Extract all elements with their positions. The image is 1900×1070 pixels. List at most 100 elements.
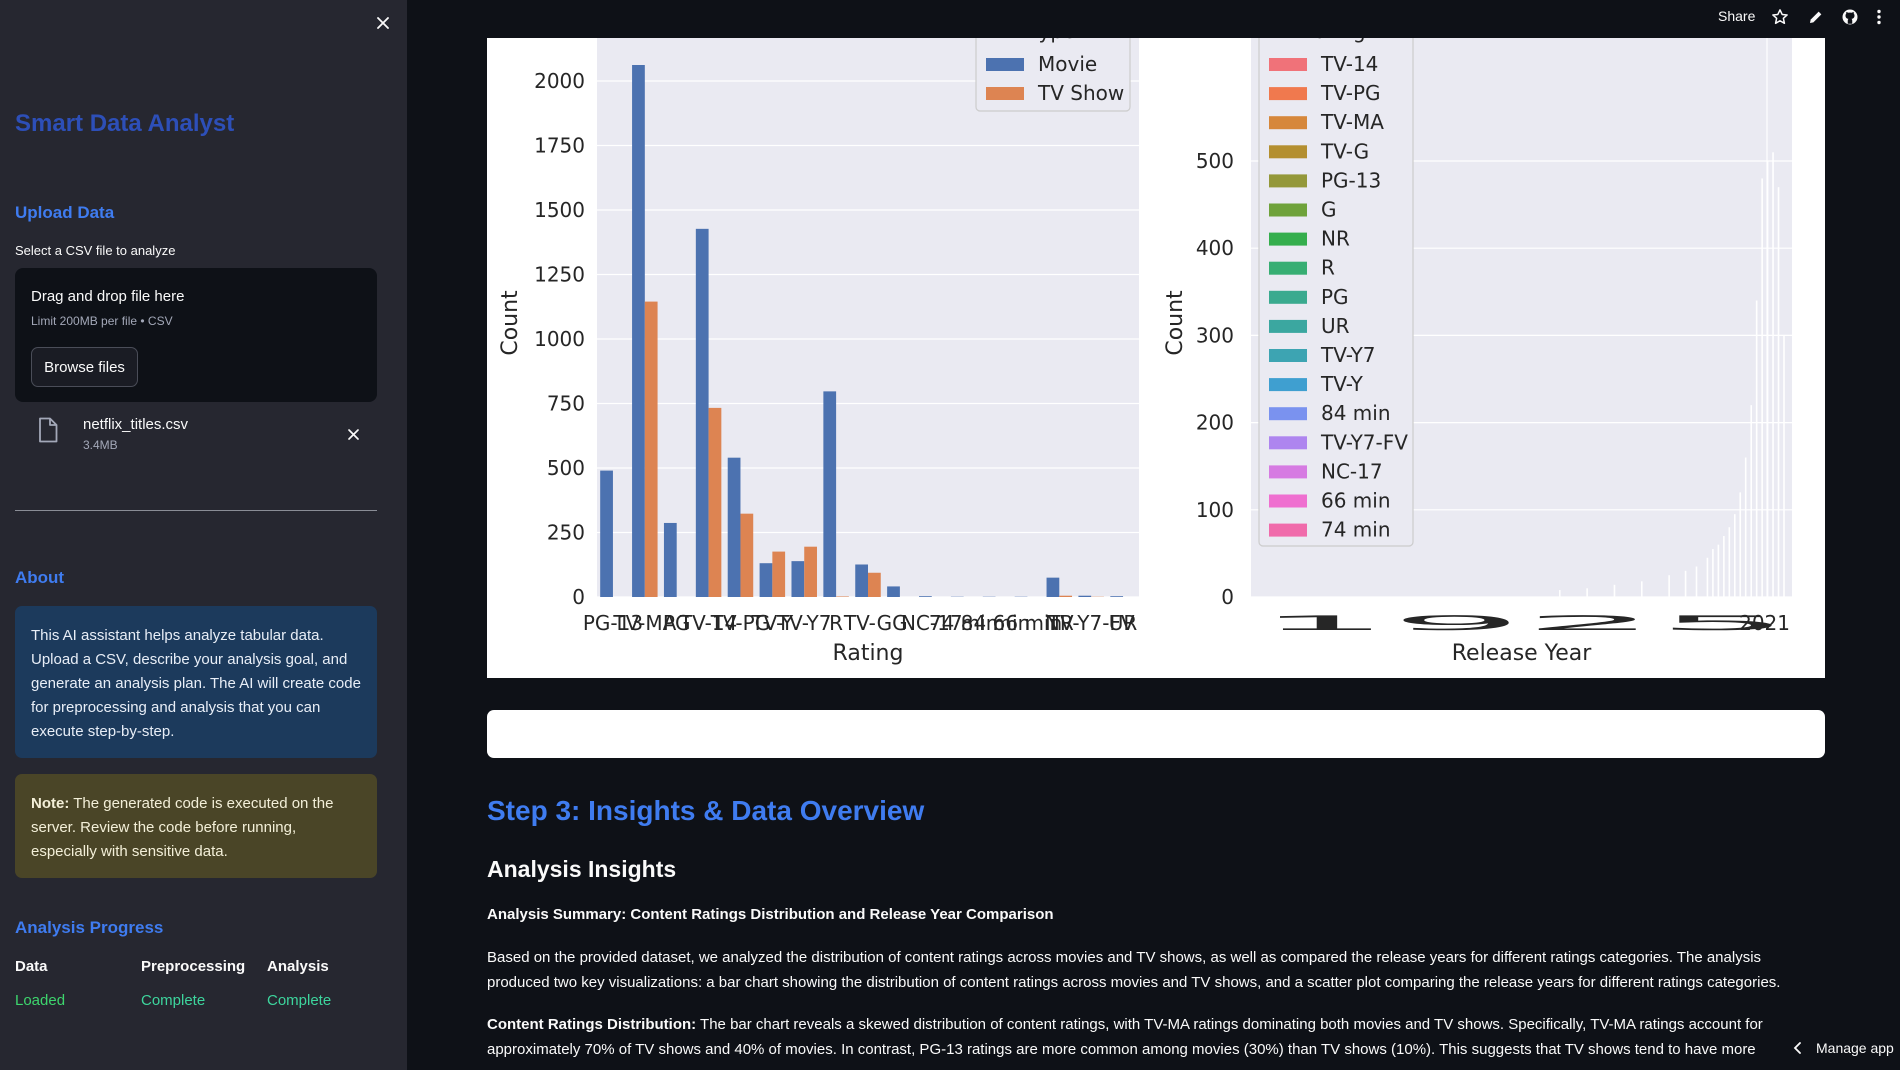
chart2-legend-swatch [1269,290,1307,304]
chart1-bar [772,551,786,597]
file-name: netflix_titles.csv [83,416,189,433]
top-header: Share [407,0,1900,34]
chart2-legend-swatch [1269,87,1307,101]
chart2-bar [1706,557,1709,597]
chart1-bar [708,407,722,597]
chart1-y-tick-label: 1500 [534,198,585,222]
close-icon [377,17,389,29]
progress-status: Complete [141,992,206,1009]
chart1-x-tick-label: 66 min [993,611,1063,635]
chart1-bar [663,522,677,597]
chart2-legend-label: TV-14 [1320,52,1378,76]
chart2-legend-swatch [1269,407,1307,421]
remove-file-button[interactable] [341,422,365,446]
chart1-x-tick-label: UR [1109,611,1138,635]
manage-app-label: Manage app [1816,1040,1894,1056]
chart2-legend-swatch [1269,116,1307,130]
chart1-bar [868,572,881,597]
progress-data: Data Loaded [15,958,65,1009]
note-label: Note: [31,795,70,812]
chart1-x-tick-label: TV-Y7 [776,611,832,635]
manage-app-button[interactable]: Manage app [1780,1034,1900,1062]
chart2-legend-swatch [1269,261,1307,275]
file-icon [39,417,58,443]
chart1-legend-title: type [1031,38,1076,43]
file-size: 3.4MB [83,438,118,452]
chart2-bar [1777,187,1780,597]
progress-label: Data [15,958,48,975]
progress-preprocessing: Preprocessing Complete [141,958,246,1009]
chart2-bar [1717,544,1720,597]
chart2-legend-label: PG-13 [1321,168,1381,192]
chart2-legend-title: rating [1306,38,1365,43]
chart1-y-tick-label: 250 [547,521,585,545]
chart2-y-tick-label: 200 [1196,411,1234,435]
chart2-legend-label: TV-MA [1320,110,1384,134]
chart1-y-tick-label: 750 [547,392,585,416]
chart1-x-tick-label: TV-PG [710,611,771,635]
chart2-bar [1613,584,1616,597]
chart1-bar [695,228,709,598]
chart1-bar [919,596,932,597]
chart2-bar [1783,335,1785,597]
chart2-legend-swatch [1269,494,1307,508]
star-button[interactable] [1770,7,1790,27]
chart2-legend-label: PG [1321,285,1349,309]
chart1-y-axis-label: Count [498,290,523,356]
chart2-legend-swatch [1269,349,1307,362]
chart1-x-tick-label: NC-17 [901,611,963,635]
chart1-bar [740,513,754,597]
chart2-bar [1712,549,1714,597]
chart2-legend-swatch [1269,232,1307,246]
chart1-y-tick-label: 0 [572,585,585,609]
edit-button[interactable] [1806,7,1826,27]
charts-svg: 025050075010001250150017502000PG-13TV-MA… [498,19,1792,666]
chart2-bar [1761,178,1763,597]
chart2-y-tick-label: 500 [1196,149,1234,173]
ratings-label: Content Ratings Distribution: [487,1016,697,1033]
chart1-x-axis-label: Rating [833,641,904,666]
star-icon [1772,9,1788,25]
file-dropzone[interactable]: Drag and drop file here Limit 200MB per … [15,268,377,402]
chart1-bar [1046,577,1060,597]
step-heading: Step 3: Insights & Data Overview [487,795,925,826]
ratings-text: The bar chart reveals a skewed distribut… [487,1016,1763,1058]
chart1-y-tick-label: 1000 [534,327,585,351]
share-button[interactable]: Share [1718,8,1756,24]
chart1-legend-swatch [986,87,1024,100]
chart2-legend-swatch [1269,203,1307,217]
sidebar-close-button[interactable] [366,6,400,40]
progress-label: Preprocessing [141,958,246,975]
chart2-x-tick-label: 1925 [1257,611,1790,635]
summary-title: Analysis Summary: Content Ratings Distri… [487,906,1054,923]
chart2-y-tick-label: 400 [1196,236,1234,260]
chart2-bar [1744,457,1747,597]
ratings-paragraph: Content Ratings Distribution: The bar ch… [487,1012,1787,1062]
empty-output-block [487,710,1825,758]
chart1-x-tick-label: R [829,611,843,635]
chart2-bar [1668,575,1670,597]
chart1-x-tick-label: TV-Y7-FV [1047,611,1135,635]
chart1-x-tick-label: PG [663,611,691,635]
chart1-bar [644,301,658,597]
chart1-legend-label: Movie [1038,52,1097,76]
chart2-bar [1772,152,1774,597]
chart1-bar [1059,595,1073,597]
chart2-x-axis-label: Release Year [1452,641,1592,666]
more-menu-button[interactable] [1869,7,1889,27]
chart1-bar [804,546,817,597]
browse-files-button[interactable]: Browse files [31,347,138,387]
progress-status: Loaded [15,992,66,1009]
chart2-legend-label: UR [1321,314,1350,338]
chart2-legend-swatch [1269,58,1307,71]
chart2-bar [1755,300,1758,597]
chart2-bar [1695,566,1698,597]
github-button[interactable] [1840,7,1860,27]
chart1-y-tick-label: 2000 [534,69,585,93]
chart2-legend-label: NC-17 [1321,459,1383,483]
chart1-bar [887,586,900,597]
chart1-x-tick-label: 84 min [961,611,1031,635]
chart1-x-tick-label: NR [1045,611,1074,635]
chart1-y-tick-label: 1750 [534,134,585,158]
chart2-legend-swatch [1269,319,1307,333]
